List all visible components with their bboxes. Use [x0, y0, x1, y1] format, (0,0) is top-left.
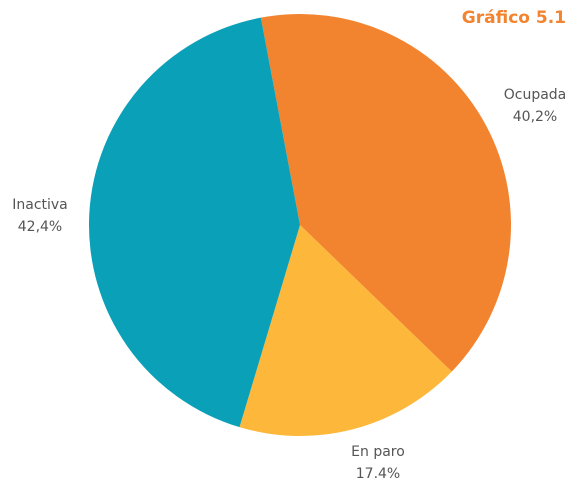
slice-label: En paro: [351, 444, 405, 460]
chart-title: Gráfico 5.1: [462, 8, 566, 28]
slice-value: 17.4%: [356, 466, 400, 481]
pie-slice: [239, 225, 452, 436]
slice-value: 42,4%: [18, 219, 62, 235]
slice-label: Inactiva: [12, 197, 68, 213]
slice-label: Ocupada: [504, 87, 567, 103]
pie-slice: [260, 14, 512, 372]
slice-value: 40,2%: [513, 109, 557, 125]
pie-slice: [89, 17, 301, 428]
